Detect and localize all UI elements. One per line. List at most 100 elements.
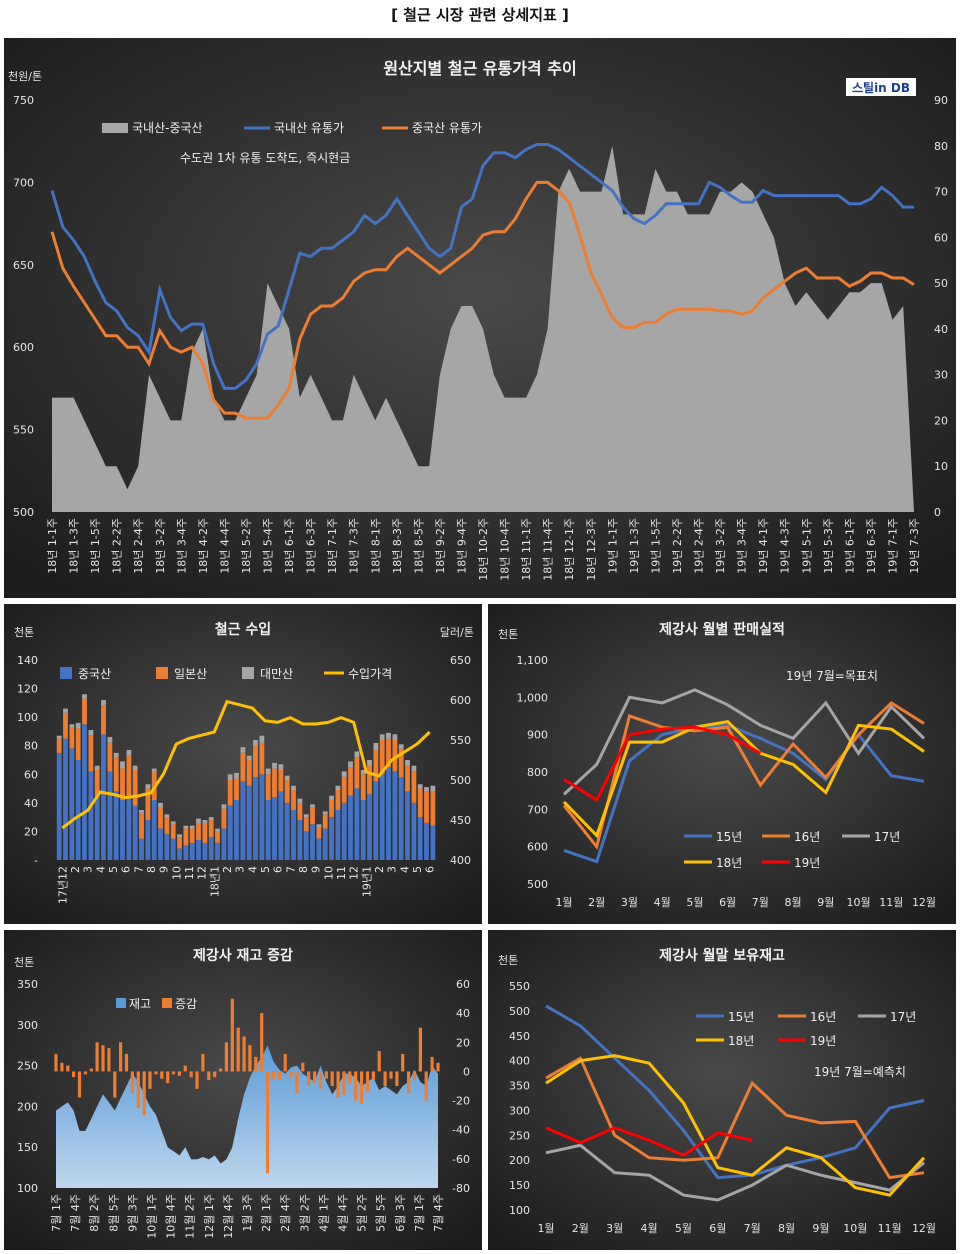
y2-tick-label: 20 [934, 414, 948, 427]
bar-중국산-48 [360, 800, 366, 860]
y-tick-label: 140 [17, 654, 38, 667]
bar-change-53 [365, 1071, 370, 1092]
bar-일본산-33 [265, 774, 271, 800]
x-tick-label: 10월 [846, 896, 870, 909]
bar-change-62 [418, 1027, 422, 1072]
x-tick-label: 9월 [817, 896, 834, 909]
x-tick-label: 2월 [588, 896, 605, 909]
x-tick-label: 11 [335, 866, 348, 880]
page-title: [ 철근 시장 관련 상세지표 ] [391, 6, 569, 24]
bar-change-64 [430, 1056, 434, 1072]
bar-중국산-53 [392, 771, 398, 860]
y-tick-label: 550 [13, 424, 34, 437]
x-tick-label: 2월 [572, 1222, 589, 1235]
bar-대만산-54 [398, 744, 404, 749]
y-tick-label: 700 [13, 176, 34, 189]
x-tick-label: 7월 4주 [432, 1194, 445, 1232]
bar-change-54 [371, 1071, 375, 1081]
y-tick-label: 300 [17, 1019, 38, 1032]
bar-change-38 [277, 1071, 281, 1081]
bar-대만산-37 [291, 785, 296, 790]
bar-대만산-14 [145, 784, 151, 789]
chart-title: 제강사 재고 증감 [193, 947, 293, 964]
bar-중국산-30 [246, 785, 252, 860]
bar-change-26 [207, 1071, 211, 1081]
y-tick-label: 800 [527, 766, 548, 779]
bar-change-55 [377, 1051, 381, 1072]
y-tick-label: 100 [17, 1182, 38, 1195]
x-tick-label: 3월 [606, 1222, 623, 1235]
bar-일본산-39 [303, 817, 309, 832]
bar-일본산-10 [120, 768, 125, 800]
x-tick-label: 19년 4-1주 [757, 518, 770, 574]
x-tick-label: 3 [234, 866, 247, 873]
bar-change-17 [154, 1071, 158, 1075]
bar-일본산-46 [348, 767, 353, 796]
bar-중국산-36 [284, 802, 290, 860]
x-tick-label: 19년 5-3주 [822, 518, 835, 574]
x-tick-label: 18년 3-2주 [154, 518, 167, 574]
bar-중국산-6 [94, 795, 100, 860]
x-tick-label: 2 [373, 866, 386, 873]
import-panel: 철근 수입 천톤 달러/톤 -20 40 60 80 100 120 140 400 450 500 55… [4, 604, 482, 924]
bar-change-65 [436, 1062, 440, 1072]
bar-중국산-2 [69, 748, 75, 860]
y-tick-label: 150 [17, 1141, 38, 1154]
bar-change-45 [318, 1071, 323, 1089]
bar-대만산-3 [75, 722, 81, 729]
x-tick-label: 3월 [621, 896, 638, 909]
bar-일본산-22 [196, 822, 201, 840]
bar-대만산-25 [215, 828, 220, 832]
bar-일본산-25 [215, 831, 220, 843]
y2-tick-label: 400 [450, 854, 471, 867]
bar-change-25 [201, 1053, 205, 1072]
x-tick-label: 11월 [879, 896, 903, 909]
bar-change-44 [313, 1071, 317, 1084]
legend-swatch-0 [60, 667, 72, 679]
bar-대만산-17 [164, 814, 170, 818]
bar-중국산-58 [424, 822, 429, 860]
bar-대만산-39 [303, 814, 309, 818]
x-tick-label: 18년 11-4주 [542, 518, 555, 581]
x-tick-label: 9월 [812, 1222, 829, 1235]
bar-대만산-28 [234, 772, 239, 779]
legend-swatch-1 [156, 667, 168, 679]
x-tick-label: 2 [221, 866, 234, 873]
x-tick-label: 2월 4주 [279, 1194, 292, 1232]
bar-대만산-43 [329, 795, 334, 800]
bar-일본산-27 [227, 780, 233, 806]
series-line-18년 [545, 1054, 926, 1197]
bar-change-10 [113, 1071, 117, 1098]
bar-대만산-45 [341, 771, 347, 778]
bar-대만산-4 [82, 694, 87, 699]
y-tick-label: 300 [509, 1104, 530, 1117]
x-tick-label: 18년 12-1주 [563, 518, 576, 581]
bar-일본산-54 [398, 748, 404, 778]
x-tick-label: 10월 4주 [165, 1194, 178, 1239]
bar-change-47 [330, 1071, 334, 1086]
x-tick-label: 19년 6-1주 [843, 518, 856, 574]
bar-일본산-55 [405, 765, 410, 792]
x-tick-label: 18년 4-4주 [218, 518, 231, 574]
bar-일본산-28 [234, 778, 239, 800]
y2-tick-label: 60 [934, 231, 948, 244]
bar-change-43 [307, 1071, 311, 1086]
x-tick-label: 18년 8-3주 [391, 518, 404, 574]
y-tick-label: 1,100 [517, 654, 549, 667]
bar-일본산-45 [341, 777, 347, 803]
bar-change-8 [101, 1045, 105, 1072]
y2-tick-label: -80 [452, 1182, 470, 1195]
x-tick-label: 10월 1주 [146, 1194, 159, 1239]
bar-일본산-50 [373, 750, 379, 782]
y2-tick-label: 600 [450, 694, 471, 707]
series-line-19년 [545, 1126, 753, 1157]
legend-label-1: 국내산 유통가 [274, 121, 344, 135]
bar-대만산-22 [196, 818, 201, 823]
y2-tick-label: 80 [934, 140, 948, 153]
bar-change-46 [324, 1071, 328, 1079]
bar-change-59 [401, 1053, 405, 1072]
x-tick-label: 4월 [654, 896, 671, 909]
inventory-change-panel: 제강사 재고 증감 천톤 100 150 200 250 300 350 -80 -60 -40 -2… [4, 930, 482, 1250]
bar-중국산-26 [221, 828, 227, 860]
x-tick-label: 4 [398, 866, 411, 873]
